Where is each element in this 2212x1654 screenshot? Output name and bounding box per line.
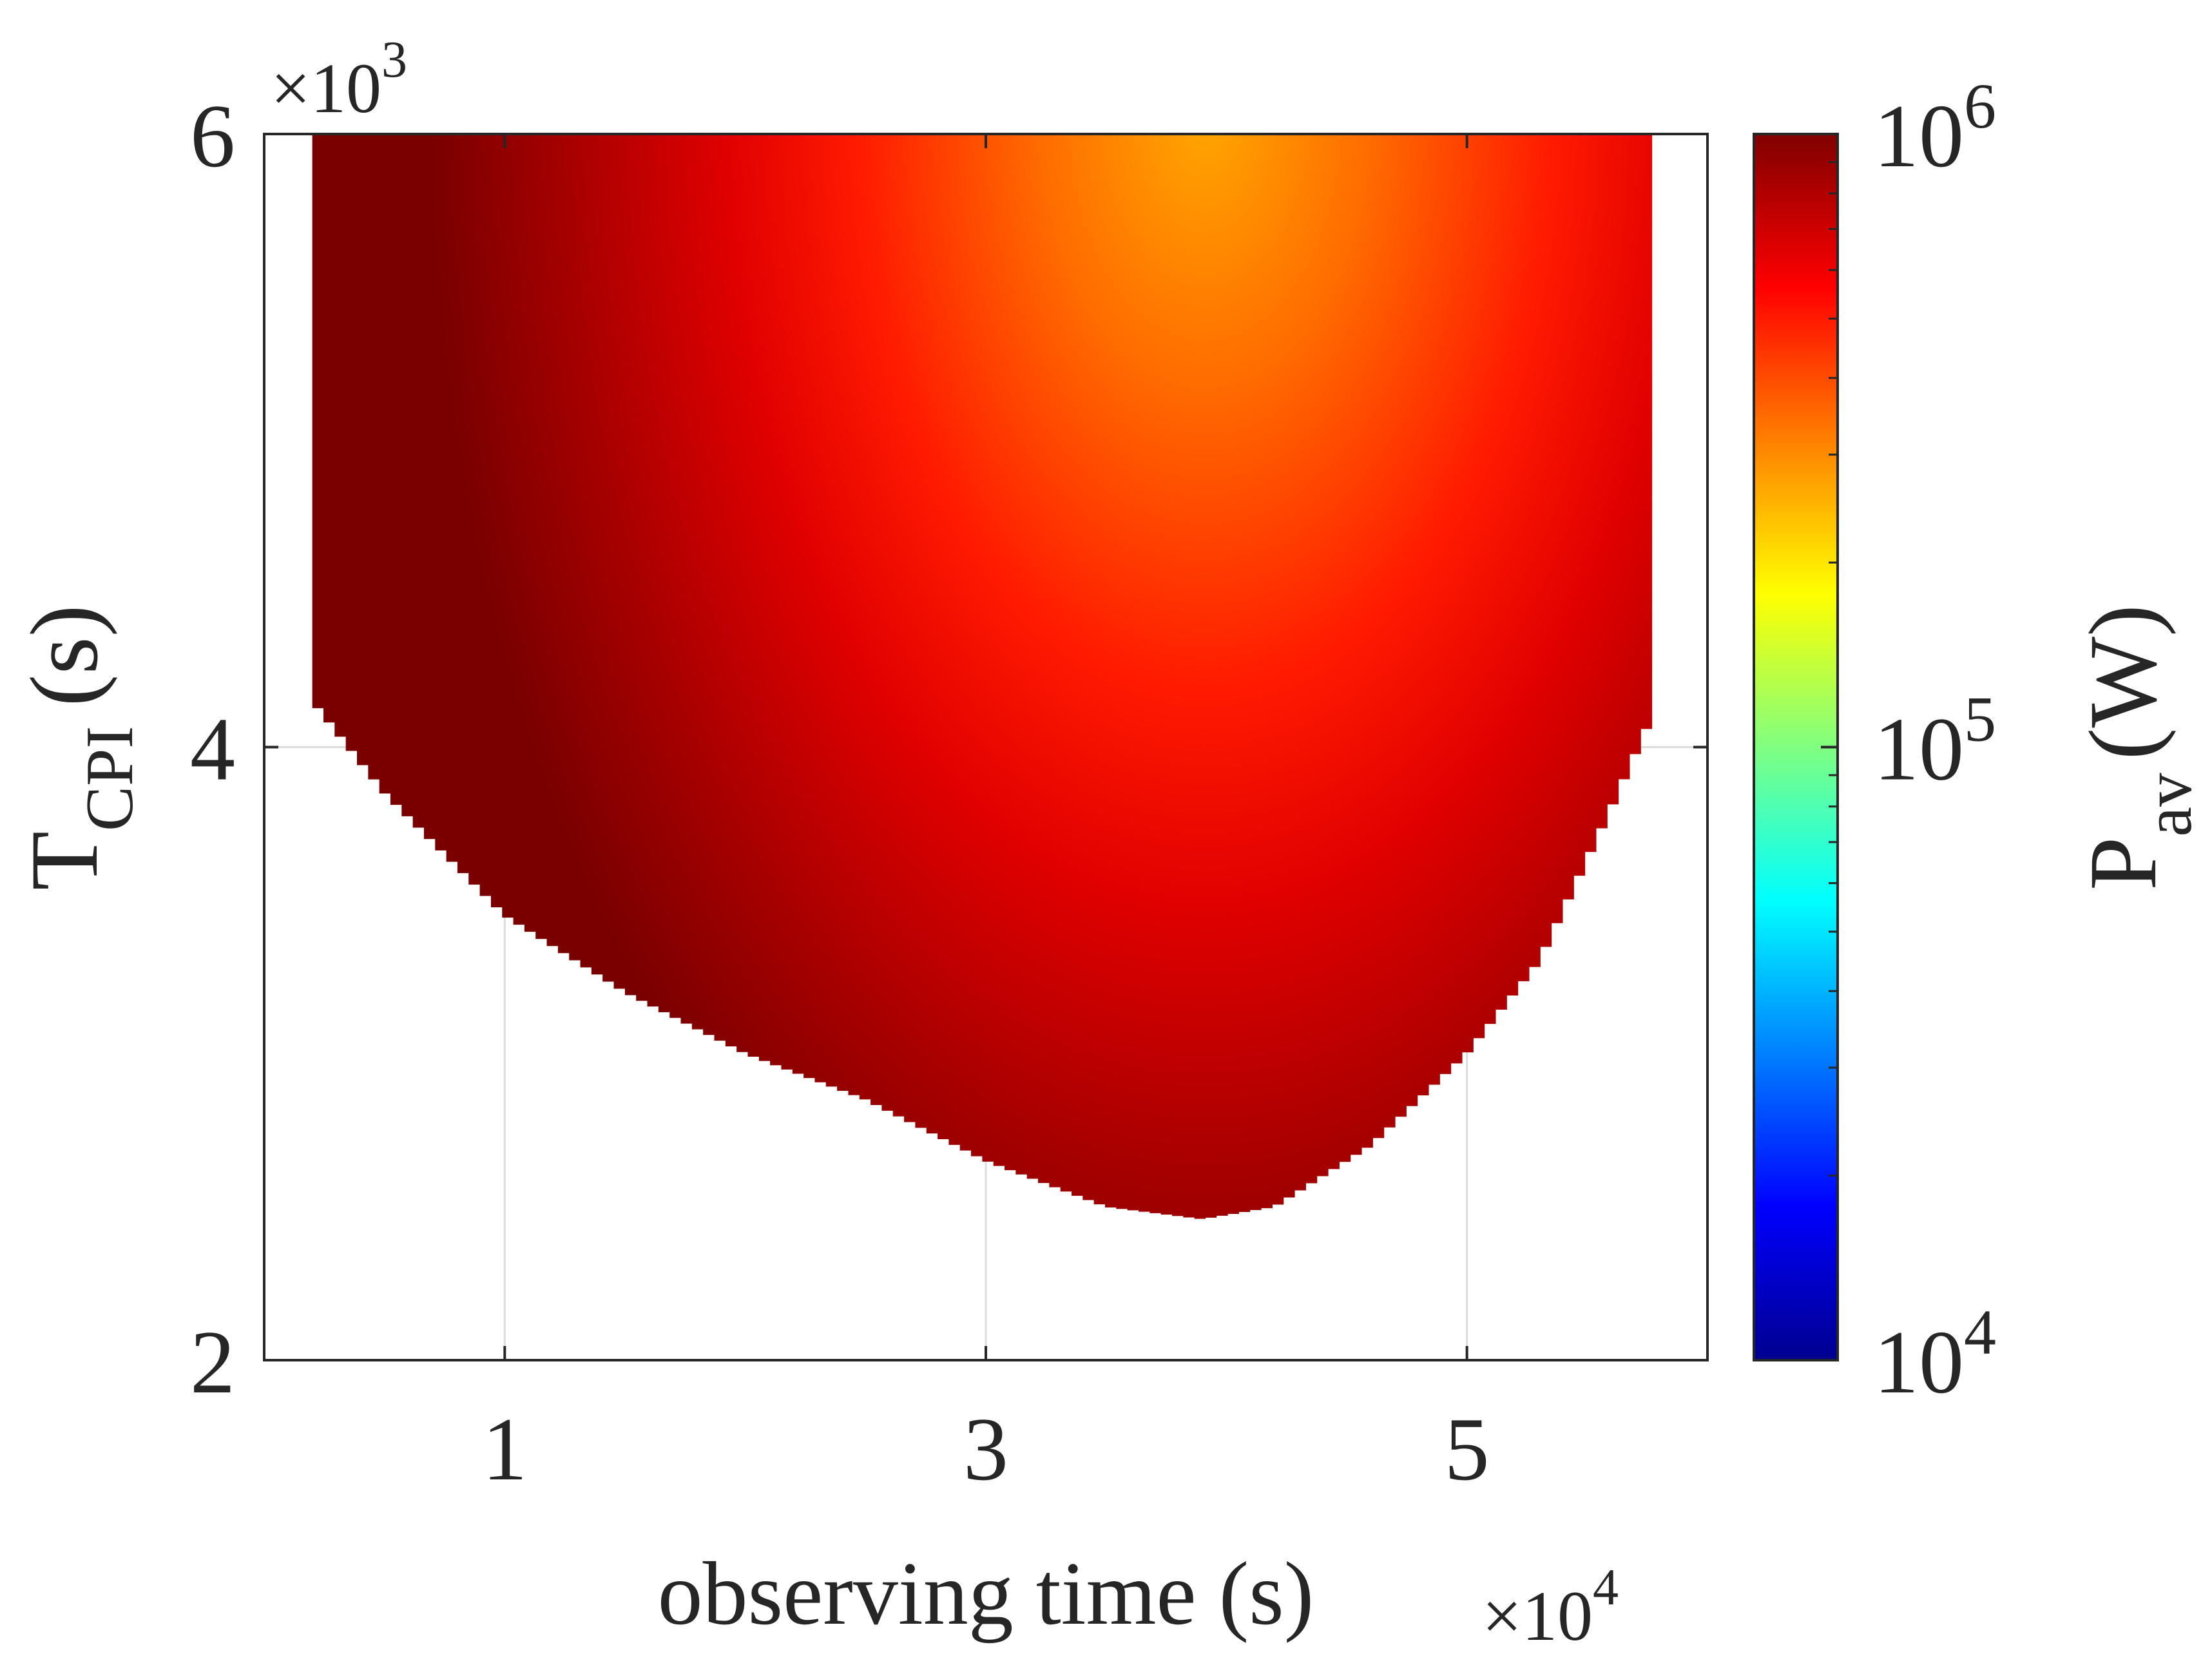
svg-text:Pav(W): Pav (W) bbox=[2070, 604, 2206, 890]
colorbar-label-sub: av bbox=[2130, 773, 2206, 837]
x-tick-label: 1 bbox=[482, 1399, 527, 1499]
y-multiplier-base: ×10 bbox=[271, 49, 381, 128]
y-label-sub: CPI bbox=[72, 726, 147, 831]
colorbar-label: Pav (W) bbox=[2070, 604, 2206, 890]
x-axis-label: observing time (s) bbox=[658, 1544, 1314, 1644]
colorbar-label-main: P bbox=[2070, 837, 2177, 890]
colorbar-tick-label: 106 bbox=[1874, 70, 1996, 186]
x-ticks: 1 3 5 bbox=[482, 134, 1490, 1499]
colorbar: 104 105 106 bbox=[1753, 70, 1996, 1412]
colorbar-tick-labels: 104 105 106 bbox=[1821, 70, 1996, 1412]
y-tick-label: 2 bbox=[190, 1313, 235, 1412]
x-tick-label: 5 bbox=[1445, 1399, 1490, 1499]
x-multiplier-exponent: 4 bbox=[1593, 1559, 1619, 1616]
colorbar-tick-label: 105 bbox=[1874, 684, 1996, 800]
y-label-unit: (s) bbox=[11, 604, 118, 706]
colorbar-minor-ticks bbox=[1829, 161, 1838, 1177]
y-axis-label: TCPI (s) bbox=[11, 604, 147, 890]
y-label-main: T bbox=[11, 831, 118, 890]
y-ticks: 2 4 6 bbox=[190, 86, 1707, 1412]
colorbar-tick-label: 104 bbox=[1874, 1296, 1996, 1412]
svg-text:×103: ×103 bbox=[271, 32, 407, 128]
y-multiplier-exponent: 3 bbox=[381, 32, 407, 88]
svg-text:TCPI(s): TCPI (s) bbox=[11, 604, 147, 890]
y-tick-label: 4 bbox=[190, 700, 235, 800]
plot-area: 1 3 5 2 4 6 bbox=[190, 86, 1709, 1499]
x-multiplier-base: ×10 bbox=[1482, 1577, 1593, 1654]
colorbar-label-unit: (W) bbox=[2070, 604, 2177, 760]
y-tick-label: 6 bbox=[190, 86, 235, 186]
x-tick-label: 3 bbox=[963, 1399, 1008, 1499]
x-multiplier: ×104 bbox=[1482, 1559, 1619, 1654]
heatmap-region bbox=[312, 134, 1653, 1219]
svg-text:×104: ×104 bbox=[1482, 1559, 1619, 1654]
y-multiplier: ×103 bbox=[271, 32, 407, 128]
